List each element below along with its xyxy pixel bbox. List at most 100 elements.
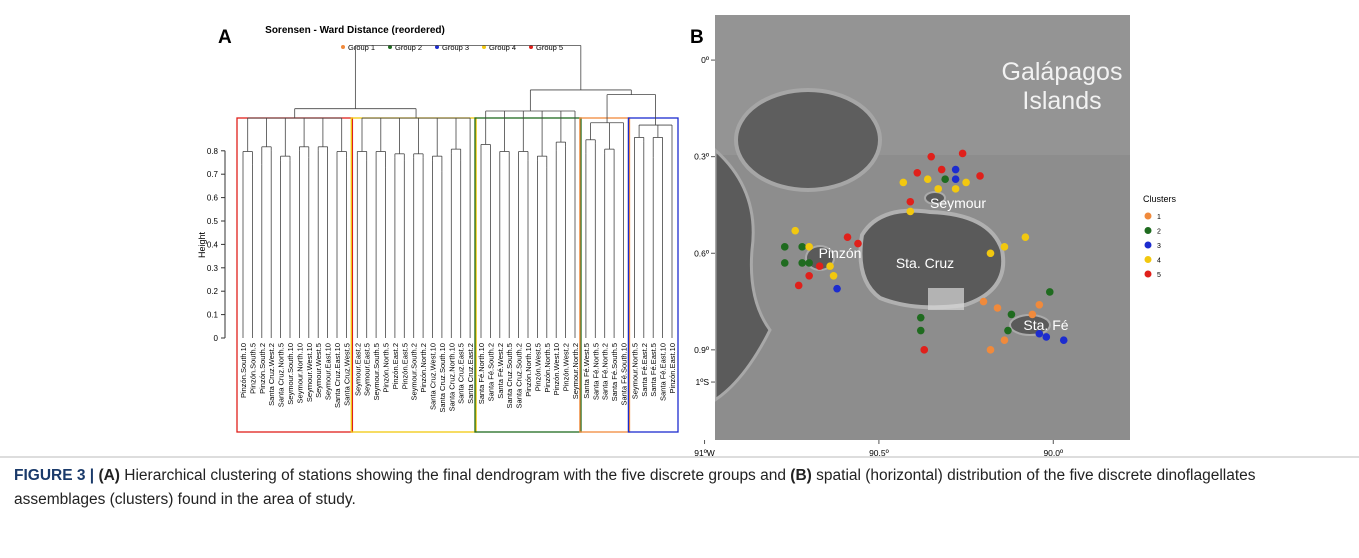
- station-point: [1008, 311, 1016, 319]
- leaf-label: Santa Fé.West.5: [582, 343, 591, 399]
- station-point: [952, 175, 960, 183]
- leaf-label: Santa Fé.South.10: [620, 343, 629, 406]
- station-point: [1001, 336, 1009, 344]
- station-point: [924, 175, 932, 183]
- station-point: [1036, 330, 1044, 338]
- station-point: [816, 262, 824, 270]
- caption-part: (B): [790, 467, 812, 484]
- leaf-label: Pinzón.West.2: [562, 343, 571, 391]
- station-point: [987, 249, 995, 257]
- caption-text: Hierarchical clustering of stations show…: [124, 467, 786, 484]
- station-point: [1046, 288, 1054, 296]
- station-point: [844, 233, 852, 241]
- station-point: [927, 153, 935, 161]
- y-tick-label: 0.3: [207, 264, 219, 273]
- station-point: [798, 243, 806, 251]
- dendrogram-title: Sorensen - Ward Distance (reordered): [265, 25, 445, 36]
- place-label: Sta. Cruz: [896, 255, 954, 271]
- map-title: Islands: [1022, 87, 1101, 115]
- leaf-label: Santa Fé.East.2: [640, 343, 649, 397]
- legend-label: 2: [1157, 229, 1161, 236]
- station-point: [962, 179, 970, 187]
- leaf-label: Santa Fé.West.2: [496, 343, 505, 399]
- leaf-label: Santa Cruz.South.10: [438, 343, 447, 413]
- place-label: Seymour: [930, 195, 986, 211]
- station-point: [781, 259, 789, 267]
- leaf-label: Pinzón.West.10: [552, 343, 561, 395]
- leaf-label: Santa Fé.South.5: [610, 343, 619, 401]
- island: [736, 90, 880, 190]
- y-tick-label: 0.8: [207, 147, 219, 156]
- legend-marker: [1145, 242, 1152, 249]
- station-point: [791, 227, 799, 235]
- town: [928, 288, 964, 310]
- station-point: [1060, 336, 1068, 344]
- station-point: [994, 304, 1002, 312]
- station-point: [917, 314, 925, 322]
- station-point: [1001, 243, 1009, 251]
- leaf-label: Santa Cruz.North.10: [447, 343, 456, 411]
- legend-label: Group 4: [489, 43, 516, 52]
- leaf-label: Seymour.South.2: [410, 343, 419, 401]
- leaf-label: Pinzón.South.10: [239, 343, 248, 398]
- leaf-label: Pinzón.North.10: [524, 343, 533, 397]
- station-point: [959, 150, 967, 158]
- station-point: [833, 285, 841, 293]
- y-tick-label: 0.6º: [694, 248, 709, 258]
- legend-label: Group 5: [536, 43, 563, 52]
- leaf-label: Santa Cruz.North.5: [277, 343, 286, 407]
- station-point: [805, 272, 813, 280]
- y-tick-label: 0.9º: [694, 345, 709, 355]
- y-tick-label: 0.5: [207, 217, 219, 226]
- station-point: [1022, 233, 1030, 241]
- station-point: [941, 175, 949, 183]
- leaf-label: Pinzón.North.2: [419, 343, 428, 393]
- leaf-label: Santa Cruz.West.10: [429, 343, 438, 410]
- legend-marker: [1145, 256, 1152, 263]
- legend-marker: [341, 45, 345, 49]
- leaf-label: Seymour.North.5: [630, 343, 639, 399]
- station-point: [805, 243, 813, 251]
- station-point: [934, 185, 942, 193]
- leaf-label: Santa Fé.South.2: [486, 343, 495, 401]
- station-point: [987, 346, 995, 354]
- leaf-label: Santa Cruz.East.5: [457, 343, 466, 404]
- leaf-label: Seymour.East.2: [353, 343, 362, 396]
- y-tick-label: 0.2: [207, 287, 219, 296]
- y-tick-label: 0.3º: [694, 152, 709, 162]
- leaf-label: Seymour.West.5: [314, 343, 323, 398]
- caption: FIGURE 3 | (A) Hierarchical clustering o…: [14, 464, 1334, 512]
- station-point: [952, 166, 960, 174]
- station-point: [798, 259, 806, 267]
- leaf-label: Seymour.North.2: [571, 343, 580, 399]
- leaf-label: Santa Cruz.South.2: [515, 343, 524, 408]
- leaf-label: Santa Fé.North.5: [591, 343, 600, 400]
- y-tick-label: 0º: [701, 55, 709, 65]
- station-point: [795, 282, 803, 290]
- map-title: Galápagos: [1002, 58, 1123, 86]
- station-point: [830, 272, 838, 280]
- y-tick-label: 1ºS: [695, 377, 709, 387]
- leaf-label: Pinzón.West.5: [533, 343, 542, 391]
- leaf-label: Santa Fé.North.2: [601, 343, 610, 400]
- leaf-label: Santa Cruz.South.5: [505, 343, 514, 408]
- leaf-label: Santa Cruz.East.10: [333, 343, 342, 408]
- station-point: [805, 259, 813, 267]
- station-point: [1036, 301, 1044, 309]
- legend-label: Group 2: [395, 43, 422, 52]
- station-point: [917, 327, 925, 335]
- legend-marker: [1145, 213, 1152, 220]
- leaf-label: Pinzón.South.2: [258, 343, 267, 394]
- legend-label: 3: [1157, 243, 1161, 250]
- leaf-label: Pinzón.East.10: [668, 343, 677, 393]
- leaf-label: Seymour.West.10: [305, 343, 314, 402]
- legend-label: 1: [1157, 214, 1161, 221]
- x-tick-label: 90.5º: [869, 448, 889, 458]
- leaf-label: Pinzón.East.5: [400, 343, 409, 389]
- page: A Sorensen - Ward Distance (reordered) H…: [0, 0, 1359, 558]
- legend-label: Group 3: [442, 43, 469, 52]
- y-tick-label: 0: [214, 334, 219, 343]
- station-point: [920, 346, 928, 354]
- station-point: [1029, 311, 1037, 319]
- panel-label: A: [218, 27, 232, 48]
